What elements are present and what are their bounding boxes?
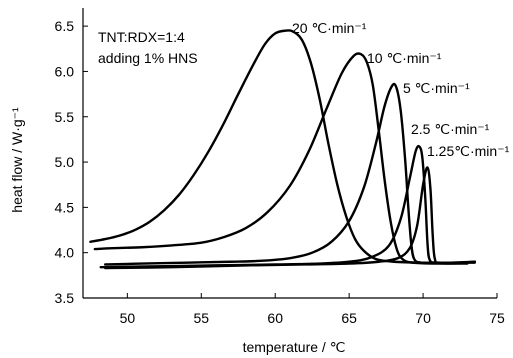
annotation-additive: adding 1% HNS <box>98 50 198 66</box>
series-line-2 <box>103 82 477 266</box>
y-ticks: 3.5 4.0 4.5 5.0 5.5 6.0 6.5 <box>55 18 88 306</box>
x-tick-label: 75 <box>489 310 505 326</box>
y-axis-label: heat flow / W·g⁻¹ <box>9 107 25 213</box>
series-label-2-5: 2.5 ℃·min⁻¹ <box>411 121 490 137</box>
series-label-1-25: 1.25℃·min⁻¹ <box>427 143 510 159</box>
y-tick-label: 6.5 <box>55 18 75 34</box>
x-ticks: 50 55 60 65 70 75 <box>120 293 505 326</box>
y-tick-label: 4.0 <box>55 245 75 261</box>
x-tick-label: 70 <box>415 310 431 326</box>
series-line-1 <box>93 52 469 265</box>
x-tick-label: 50 <box>120 310 136 326</box>
series-line-3 <box>99 144 477 269</box>
y-tick-label: 6.0 <box>55 63 75 79</box>
x-tick-label: 60 <box>267 310 283 326</box>
annotation-ratio: TNT:RDX=1:4 <box>98 29 185 45</box>
series-lines <box>89 29 477 270</box>
series-label-20: 20 ℃·min⁻¹ <box>292 20 367 36</box>
series-line-0 <box>89 29 469 264</box>
series-line-4 <box>103 166 477 270</box>
x-axis-label: temperature / ℃ <box>243 339 346 355</box>
y-tick-label: 5.5 <box>55 109 75 125</box>
x-tick-label: 65 <box>341 310 357 326</box>
plot-frame <box>82 8 497 299</box>
series-label-5: 5 ℃·min⁻¹ <box>403 80 470 96</box>
y-tick-label: 5.0 <box>55 154 75 170</box>
y-tick-label: 4.5 <box>55 199 75 215</box>
x-tick-label: 55 <box>193 310 209 326</box>
y-tick-label: 3.5 <box>55 290 75 306</box>
series-label-10: 10 ℃·min⁻¹ <box>367 50 442 66</box>
